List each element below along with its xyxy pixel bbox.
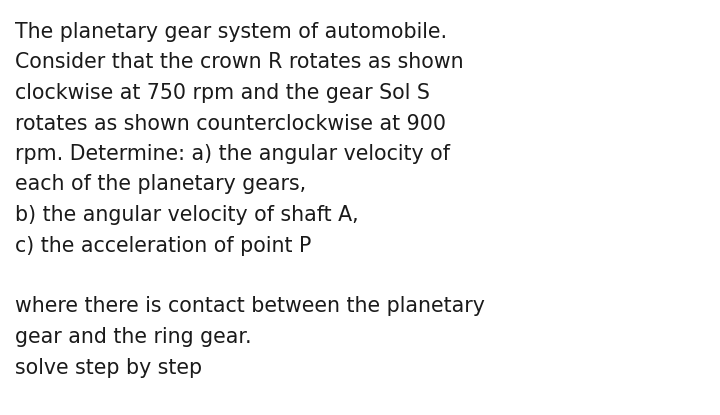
Text: clockwise at 750 rpm and the gear Sol S: clockwise at 750 rpm and the gear Sol S: [15, 83, 430, 103]
Text: The planetary gear system of automobile.: The planetary gear system of automobile.: [15, 22, 447, 42]
Text: each of the planetary gears,: each of the planetary gears,: [15, 174, 306, 195]
Text: rpm. Determine: a) the angular velocity of: rpm. Determine: a) the angular velocity …: [15, 144, 450, 164]
Text: rotates as shown counterclockwise at 900: rotates as shown counterclockwise at 900: [15, 113, 446, 134]
Text: c) the acceleration of point P: c) the acceleration of point P: [15, 235, 311, 256]
Text: b) the angular velocity of shaft A,: b) the angular velocity of shaft A,: [15, 205, 359, 225]
Text: Consider that the crown R rotates as shown: Consider that the crown R rotates as sho…: [15, 53, 464, 73]
Text: solve step by step: solve step by step: [15, 357, 202, 378]
Text: gear and the ring gear.: gear and the ring gear.: [15, 327, 251, 347]
Text: where there is contact between the planetary: where there is contact between the plane…: [15, 296, 485, 317]
